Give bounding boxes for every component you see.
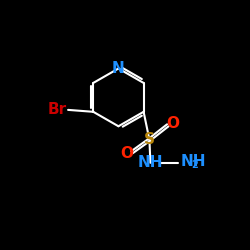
Text: O: O <box>166 116 179 131</box>
Text: Br: Br <box>48 102 67 118</box>
Text: 2: 2 <box>192 160 198 170</box>
Text: NH: NH <box>180 154 206 169</box>
Text: N: N <box>112 61 125 76</box>
Text: O: O <box>121 146 134 161</box>
Text: S: S <box>144 132 155 147</box>
Text: NH: NH <box>138 155 163 170</box>
